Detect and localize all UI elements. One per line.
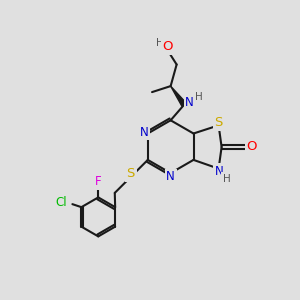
Text: H: H [223,174,231,184]
Text: H: H [156,38,164,48]
Text: N: N [166,170,175,183]
Text: F: F [95,175,102,188]
Text: H: H [195,92,203,102]
Text: O: O [162,40,173,53]
Text: O: O [246,140,257,154]
Text: Cl: Cl [55,196,67,209]
Text: N: N [140,125,148,139]
Text: S: S [127,167,135,180]
Polygon shape [171,86,186,106]
Text: N: N [215,165,224,178]
Text: N: N [185,96,194,109]
Text: S: S [214,116,223,129]
